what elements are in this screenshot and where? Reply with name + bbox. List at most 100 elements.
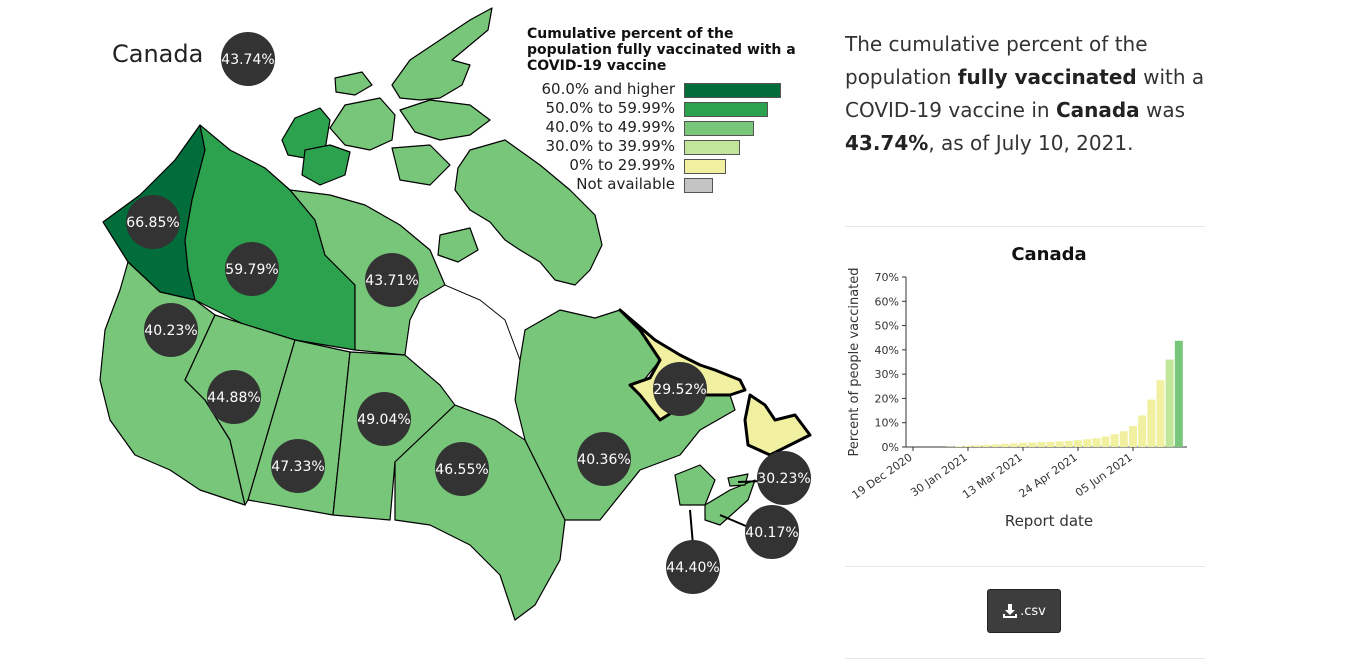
hudson-bay [404, 284, 526, 442]
x-tick-label: 05 Jun 2021 [1073, 451, 1135, 500]
value-bubble-5: 47.33% [271, 439, 325, 493]
canada-map: 43.74% 66.85% 59.79% 43.71% 40.23% 44.88% 47.3… [99, 7, 812, 621]
value-bubble-6: 49.04% [357, 392, 411, 446]
bar[interactable] [1055, 441, 1064, 447]
value-bubble-circle [357, 392, 411, 446]
value-bubble-0: 66.85% [126, 195, 180, 249]
value-bubble-circle [144, 303, 198, 357]
value-bubble-1: 59.79% [225, 242, 279, 296]
bar[interactable] [1165, 359, 1174, 447]
value-bubble-circle [225, 242, 279, 296]
legend-swatch [684, 159, 726, 174]
bar[interactable] [1110, 434, 1119, 447]
value-bubble-3: 40.23% [144, 303, 198, 357]
summary-text: The cumulative percent of the population… [845, 32, 1205, 155]
value-bubble-12: 44.40% [666, 540, 720, 594]
value-bubble-label: 43.71% [365, 273, 418, 289]
province-british-columbia[interactable] [99, 261, 246, 506]
bar[interactable] [1083, 439, 1092, 447]
arctic-island-ellesmere[interactable] [391, 7, 493, 101]
y-tick-label: 20% [875, 392, 899, 405]
summary-bold-fully: fully vaccinated [957, 65, 1137, 89]
bar[interactable] [1074, 440, 1082, 447]
legend-title: Cumulative percent of the population ful… [527, 26, 796, 74]
bar[interactable] [991, 444, 1000, 447]
value-bubble-circle [745, 505, 799, 559]
bar[interactable] [982, 444, 991, 447]
value-bubble-4: 44.88% [207, 370, 261, 424]
download-icon [1003, 604, 1018, 618]
bar[interactable] [1138, 415, 1147, 447]
bar[interactable] [1009, 443, 1018, 447]
value-bubble-label: 49.04% [357, 412, 410, 428]
bar[interactable] [1037, 442, 1046, 447]
x-tick-label: 13 Mar 2021 [960, 451, 1025, 502]
summary-bold-value: 43.74% [845, 131, 929, 155]
bar[interactable] [1119, 431, 1128, 447]
bar[interactable] [1019, 442, 1027, 447]
bar[interactable] [964, 445, 972, 447]
bar[interactable] [1046, 441, 1055, 447]
value-bubble-canada: 43.74% [221, 32, 275, 86]
value-bubble-circle [365, 253, 419, 307]
bar[interactable] [1000, 443, 1009, 447]
legend-item-label: 0% to 29.99% [569, 156, 675, 174]
arctic-island-banks[interactable] [281, 107, 331, 159]
value-bubble-circle [207, 370, 261, 424]
leader-nb [689, 509, 694, 546]
country-label: Canada [112, 40, 204, 68]
bar[interactable] [1129, 426, 1137, 447]
arctic-island-victoria[interactable] [329, 97, 396, 151]
bar[interactable] [1092, 438, 1101, 447]
bar[interactable] [1064, 440, 1073, 447]
y-tick-label: 70% [875, 271, 899, 284]
bar[interactable] [1028, 442, 1037, 447]
province-nwt[interactable] [184, 124, 356, 351]
arctic-island-melville[interactable] [301, 144, 351, 186]
y-tick-label: 60% [875, 295, 899, 308]
province-nova-scotia[interactable] [704, 479, 756, 526]
value-bubble-label: 40.23% [144, 323, 197, 339]
value-bubble-2: 43.71% [365, 253, 419, 307]
bar[interactable] [954, 446, 963, 447]
bar[interactable] [1156, 380, 1165, 447]
value-bubble-label: 43.74% [221, 52, 274, 68]
value-bubble-10: 30.23% [757, 451, 811, 505]
chart-title: Canada [1011, 244, 1087, 265]
arctic-island-devon[interactable] [399, 99, 491, 141]
value-bubble-9: 29.52% [653, 362, 707, 416]
divider-middle [845, 566, 1205, 567]
legend-swatch [684, 178, 713, 193]
value-bubble-circle [653, 362, 707, 416]
x-tick-label: 19 Dec 2020 [850, 451, 915, 502]
arctic-island-southampton[interactable] [437, 227, 479, 263]
value-bubble-label: 40.17% [745, 525, 798, 541]
value-bubble-label: 66.85% [126, 215, 179, 231]
province-newfoundland[interactable] [743, 393, 812, 457]
province-pei[interactable] [727, 473, 749, 487]
value-bubble-label: 59.79% [225, 262, 278, 278]
arctic-island-small-1[interactable] [334, 71, 373, 96]
value-bubble-circle [757, 451, 811, 505]
y-tick-label: 10% [875, 417, 899, 430]
legend-item-label: 60.0% and higher [541, 80, 675, 98]
download-csv-label: .csv [1020, 603, 1046, 619]
download-csv-button[interactable]: .csv [987, 589, 1061, 633]
legend-item-label: 40.0% to 49.99% [545, 118, 675, 136]
arctic-island-small-2[interactable] [391, 144, 451, 186]
bar[interactable] [1174, 340, 1183, 447]
province-new-brunswick[interactable] [674, 464, 716, 506]
value-bubble-circle [666, 540, 720, 594]
bar[interactable] [1147, 399, 1156, 447]
bar[interactable] [973, 445, 982, 447]
value-bubble-circle [435, 442, 489, 496]
divider-bottom [845, 658, 1205, 659]
legend-item: 60.0% and higher [527, 80, 675, 99]
value-bubble-8: 40.36% [577, 432, 631, 486]
value-bubble-label: 29.52% [653, 382, 706, 398]
value-bubble-circle [126, 195, 180, 249]
divider-top [845, 226, 1205, 227]
arctic-island-baffin[interactable] [454, 139, 603, 286]
value-bubble-label: 46.55% [435, 462, 488, 478]
bar[interactable] [1101, 436, 1110, 447]
